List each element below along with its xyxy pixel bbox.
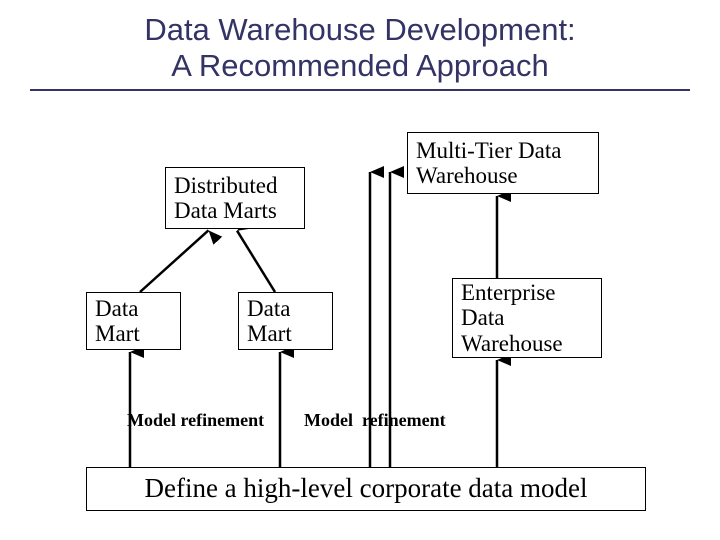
- box-define-corporate-model: Define a high-level corporate data model: [86, 467, 646, 511]
- box-distributed-data-marts: DistributedData Marts: [165, 167, 305, 229]
- box-label: DataMart: [247, 296, 292, 347]
- arrow-layer: [0, 0, 720, 540]
- box-label: Multi-Tier DataWarehouse: [416, 138, 561, 189]
- box-multitier-data-warehouse: Multi-Tier DataWarehouse: [407, 132, 599, 194]
- box-label: Define a high-level corporate data model: [144, 474, 587, 504]
- box-label: DistributedData Marts: [174, 173, 278, 224]
- box-enterprise-data-warehouse: EnterpriseDataWarehouse: [452, 278, 602, 358]
- label-model-refinement-1: Model refinement: [127, 410, 264, 431]
- box-label: EnterpriseDataWarehouse: [461, 280, 563, 356]
- label-model-refinement-2: Model refinement: [304, 410, 446, 431]
- box-data-mart-2: DataMart: [238, 292, 333, 350]
- box-data-mart-1: DataMart: [86, 292, 181, 350]
- box-label: DataMart: [95, 296, 140, 347]
- diagram-canvas: Multi-Tier DataWarehouse DistributedData…: [0, 0, 720, 540]
